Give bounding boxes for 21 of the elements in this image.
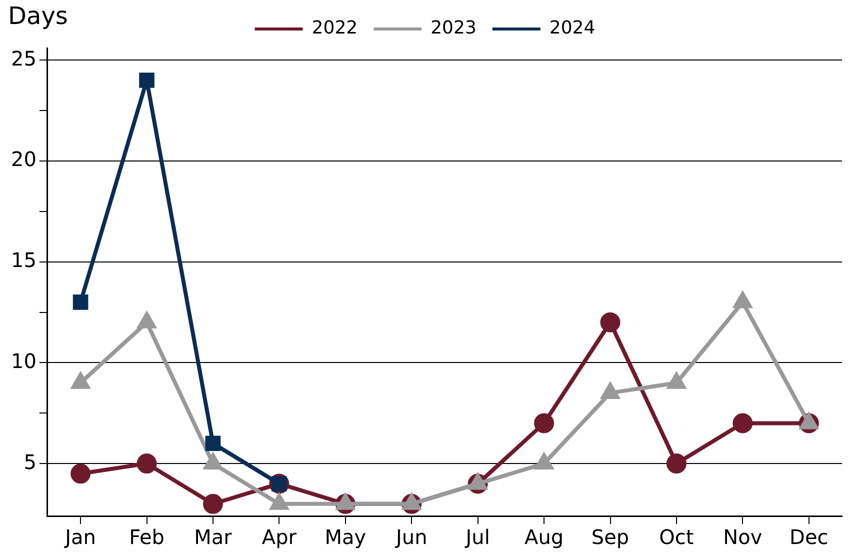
y-tick-label: 20 (10, 147, 36, 172)
x-tick-label: May (324, 525, 366, 550)
x-tick-label: Aug (524, 525, 564, 550)
y-tick-label: 15 (10, 248, 36, 272)
x-tick-label: Feb (129, 525, 164, 550)
y-tick-label: 25 (10, 46, 36, 70)
x-tick-label: Oct (659, 525, 694, 550)
y-tick-label: 5 (24, 450, 36, 474)
x-tick-label: Sep (591, 525, 630, 550)
legend-label: 2023 (430, 18, 476, 39)
x-tick-label: Mar (194, 525, 233, 550)
x-tick-label: Jul (464, 525, 490, 550)
legend-label: 2022 (312, 18, 358, 39)
x-tick-label: Jan (63, 525, 96, 550)
x-tick-label: Dec (790, 525, 828, 550)
y-axis-title: Days (8, 2, 68, 30)
y-tick-label: 10 (10, 348, 36, 373)
x-tick-label: Apr (262, 525, 298, 550)
x-tick-label: Nov (723, 525, 762, 550)
x-tick-label: Jun (394, 525, 428, 550)
legend-label: 2024 (549, 18, 596, 39)
